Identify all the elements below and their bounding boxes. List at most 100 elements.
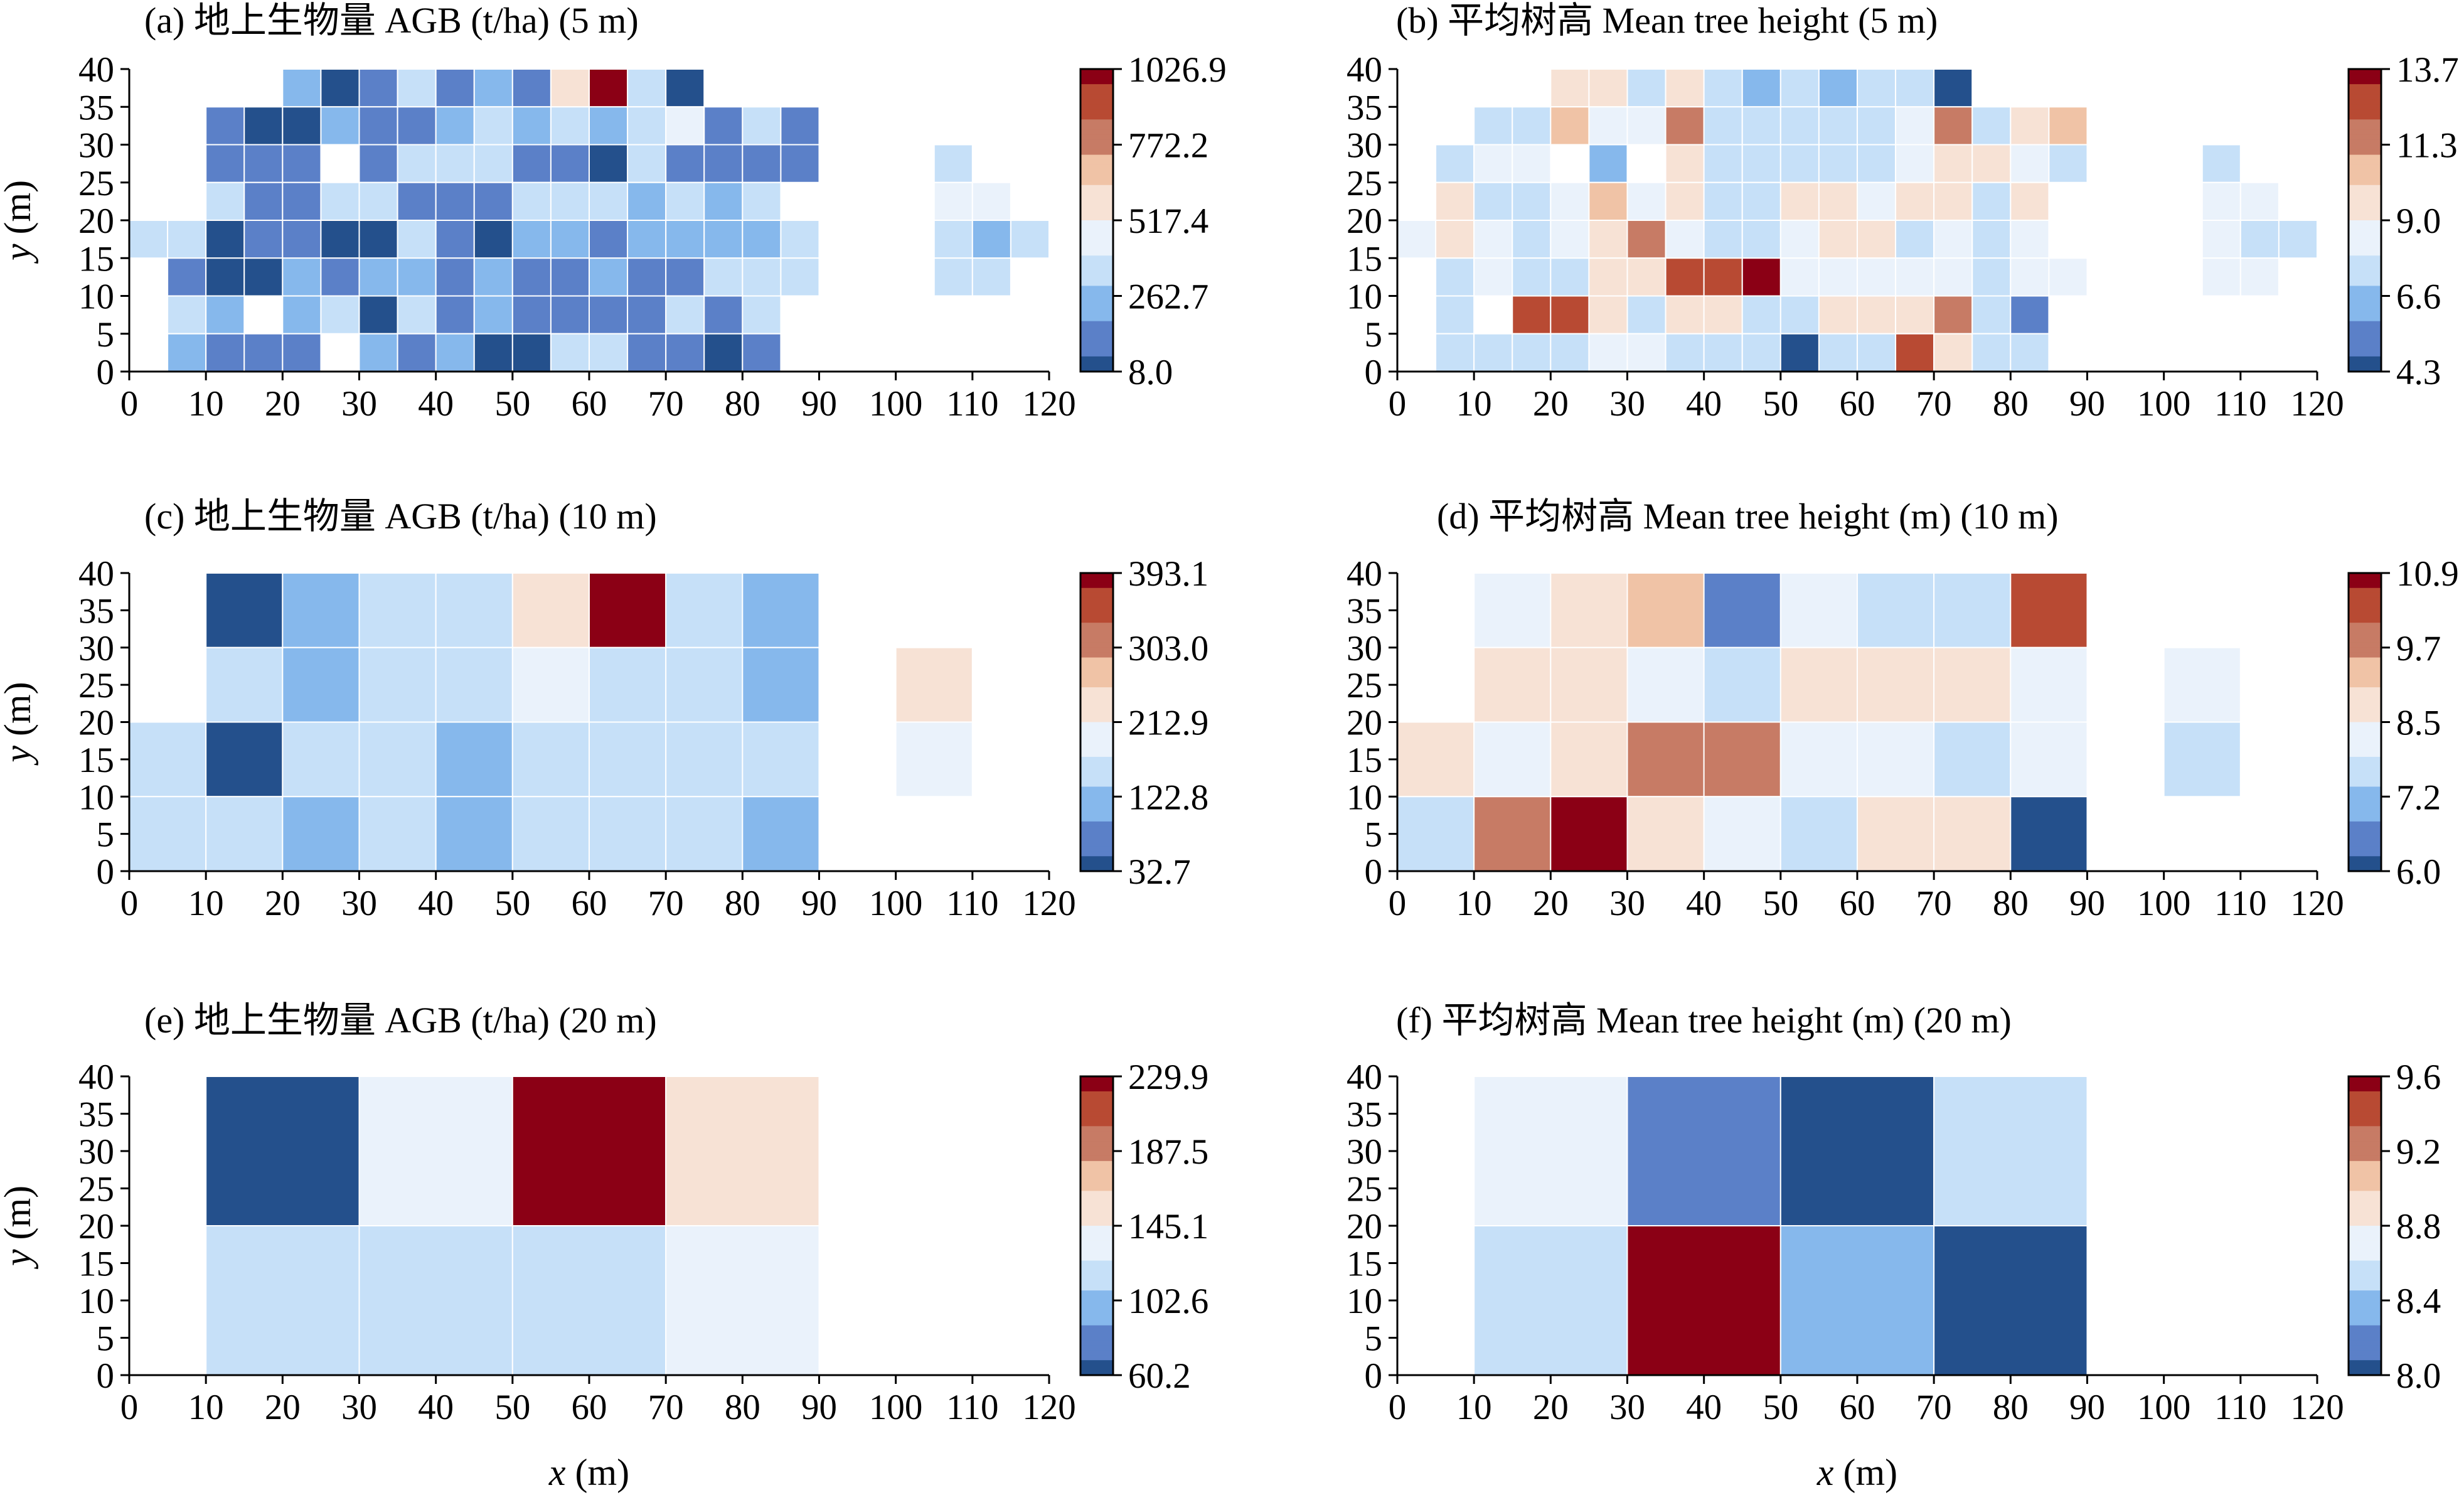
colorbar-segment	[2349, 637, 2381, 643]
colorbar-tick-label: 4.3	[2396, 353, 2441, 392]
colorbar-segment	[2349, 1155, 2381, 1162]
heatmap-cell	[550, 181, 590, 221]
heatmap-cell	[1857, 572, 1935, 648]
heatmap-cell	[1550, 796, 1628, 872]
y-tick-label: 20	[1347, 704, 1382, 743]
heatmap-cell	[167, 333, 207, 372]
colorbar-segment	[2349, 346, 2381, 352]
colorbar-segment	[2349, 336, 2381, 342]
heatmap-cell	[1703, 572, 1781, 648]
colorbar-segment	[2349, 577, 2381, 584]
y-tick-label: 0	[97, 353, 115, 392]
colorbar-segment	[1080, 230, 1113, 237]
colorbar-segment	[2349, 94, 2381, 100]
x-tick-label: 120	[2290, 1388, 2344, 1427]
colorbar-tick-label: 8.8	[2396, 1207, 2441, 1246]
colorbar-segment	[2349, 205, 2381, 211]
colorbar-segment	[1080, 628, 1113, 633]
colorbar-segment	[2349, 356, 2381, 362]
colorbar-segment	[2349, 74, 2381, 80]
x-tick-label: 40	[418, 384, 454, 424]
heatmap-cell	[1779, 721, 1858, 798]
colorbar-segment	[2349, 296, 2381, 302]
colorbar-segment	[1080, 577, 1113, 584]
heatmap-cells	[1473, 1076, 2088, 1376]
colorbar-segment	[2349, 722, 2381, 728]
colorbar-tick-label: 8.4	[2396, 1282, 2441, 1321]
heatmap-cell	[627, 68, 667, 108]
colorbar-segment	[1080, 592, 1113, 599]
y-tick-label: 15	[78, 1245, 114, 1284]
colorbar-segment	[2349, 717, 2381, 723]
colorbar-segment	[1080, 737, 1113, 743]
colorbar-segment	[1080, 667, 1113, 673]
y-tick-label: 0	[97, 1356, 115, 1396]
y-tick-label: 35	[1347, 591, 1382, 631]
x-tick-label: 110	[2214, 884, 2266, 923]
colorbar-segment	[2349, 1365, 2381, 1371]
heatmap-cell	[1435, 220, 1475, 259]
x-tick-label: 80	[1993, 384, 2029, 424]
heatmap-cell	[511, 721, 590, 798]
heatmap-cell	[282, 144, 322, 183]
heatmap-cell	[1626, 257, 1667, 297]
colorbar-segment	[2349, 1186, 2381, 1192]
heatmap-cell	[1626, 333, 1667, 372]
colorbar-segment	[2349, 642, 2381, 648]
heatmap-cell	[1665, 333, 1705, 372]
colorbar-segment	[2349, 1136, 2381, 1142]
colorbar-segment	[1080, 301, 1113, 307]
x-tick-label: 30	[1609, 1388, 1645, 1427]
colorbar-segment	[2349, 1280, 2381, 1287]
colorbar-segment	[1080, 316, 1113, 322]
heatmap-cell	[1512, 333, 1552, 372]
colorbar: 229.9 187.5 145.1 102.6 60.2	[1079, 1058, 1208, 1396]
heatmap-cell	[1971, 106, 2012, 146]
colorbar: 1026.9 772.2 517.4 262.7 8.0	[1079, 50, 1227, 392]
x-tick-label: 50	[1763, 1388, 1798, 1427]
heatmap-cell	[358, 1076, 513, 1226]
heatmap-cell	[1703, 257, 1743, 297]
colorbar-segment	[1080, 1171, 1113, 1177]
heatmap-cell	[358, 144, 398, 183]
heatmap-cell	[1895, 333, 1935, 372]
heatmap-cell	[665, 181, 705, 221]
heatmap-cell	[205, 144, 245, 183]
heatmap-cell	[2010, 144, 2050, 183]
panel-b: (b) 平均树高 Mean tree height (5 m)051015202…	[1347, 0, 2459, 424]
heatmap-cell	[1512, 220, 1552, 259]
colorbar-segment	[1080, 144, 1113, 151]
colorbar-segment	[2349, 796, 2381, 803]
colorbar-segment	[2349, 164, 2381, 171]
heatmap-cell	[1550, 257, 1590, 297]
x-tick-label: 0	[1389, 1388, 1407, 1427]
heatmap-cell	[511, 295, 552, 335]
colorbar-segment	[1080, 1201, 1113, 1207]
colorbar-segment	[2349, 79, 2381, 85]
colorbar-segment	[1080, 756, 1113, 763]
colorbar-segment	[2349, 1335, 2381, 1341]
x-tick-label: 40	[1686, 884, 1722, 923]
heatmap-cell	[665, 106, 705, 146]
heatmap-cell	[473, 106, 513, 146]
colorbar-segment	[2349, 633, 2381, 638]
heatmap-cell	[1741, 220, 1781, 259]
heatmap-cell	[589, 257, 629, 297]
heatmap-cell	[1550, 106, 1590, 146]
heatmap-cell	[665, 220, 705, 259]
heatmap-cell	[1779, 295, 1820, 335]
y-axis-label-unit: (m)	[0, 682, 38, 746]
colorbar-segment	[2349, 114, 2381, 121]
colorbar-segment	[2349, 812, 2381, 817]
colorbar-segment	[2349, 1165, 2381, 1172]
heatmap-cell	[1473, 144, 1513, 183]
colorbar-segment	[1080, 647, 1113, 653]
heatmap-cell	[282, 106, 322, 146]
colorbar-segment	[2349, 1300, 2381, 1306]
colorbar-segment	[1080, 866, 1113, 872]
colorbar-segment	[2349, 702, 2381, 708]
colorbar-segment	[1080, 245, 1113, 252]
colorbar-segment	[2349, 1325, 2381, 1331]
heatmap-cell	[2048, 257, 2088, 297]
heatmap-cell	[511, 333, 552, 372]
